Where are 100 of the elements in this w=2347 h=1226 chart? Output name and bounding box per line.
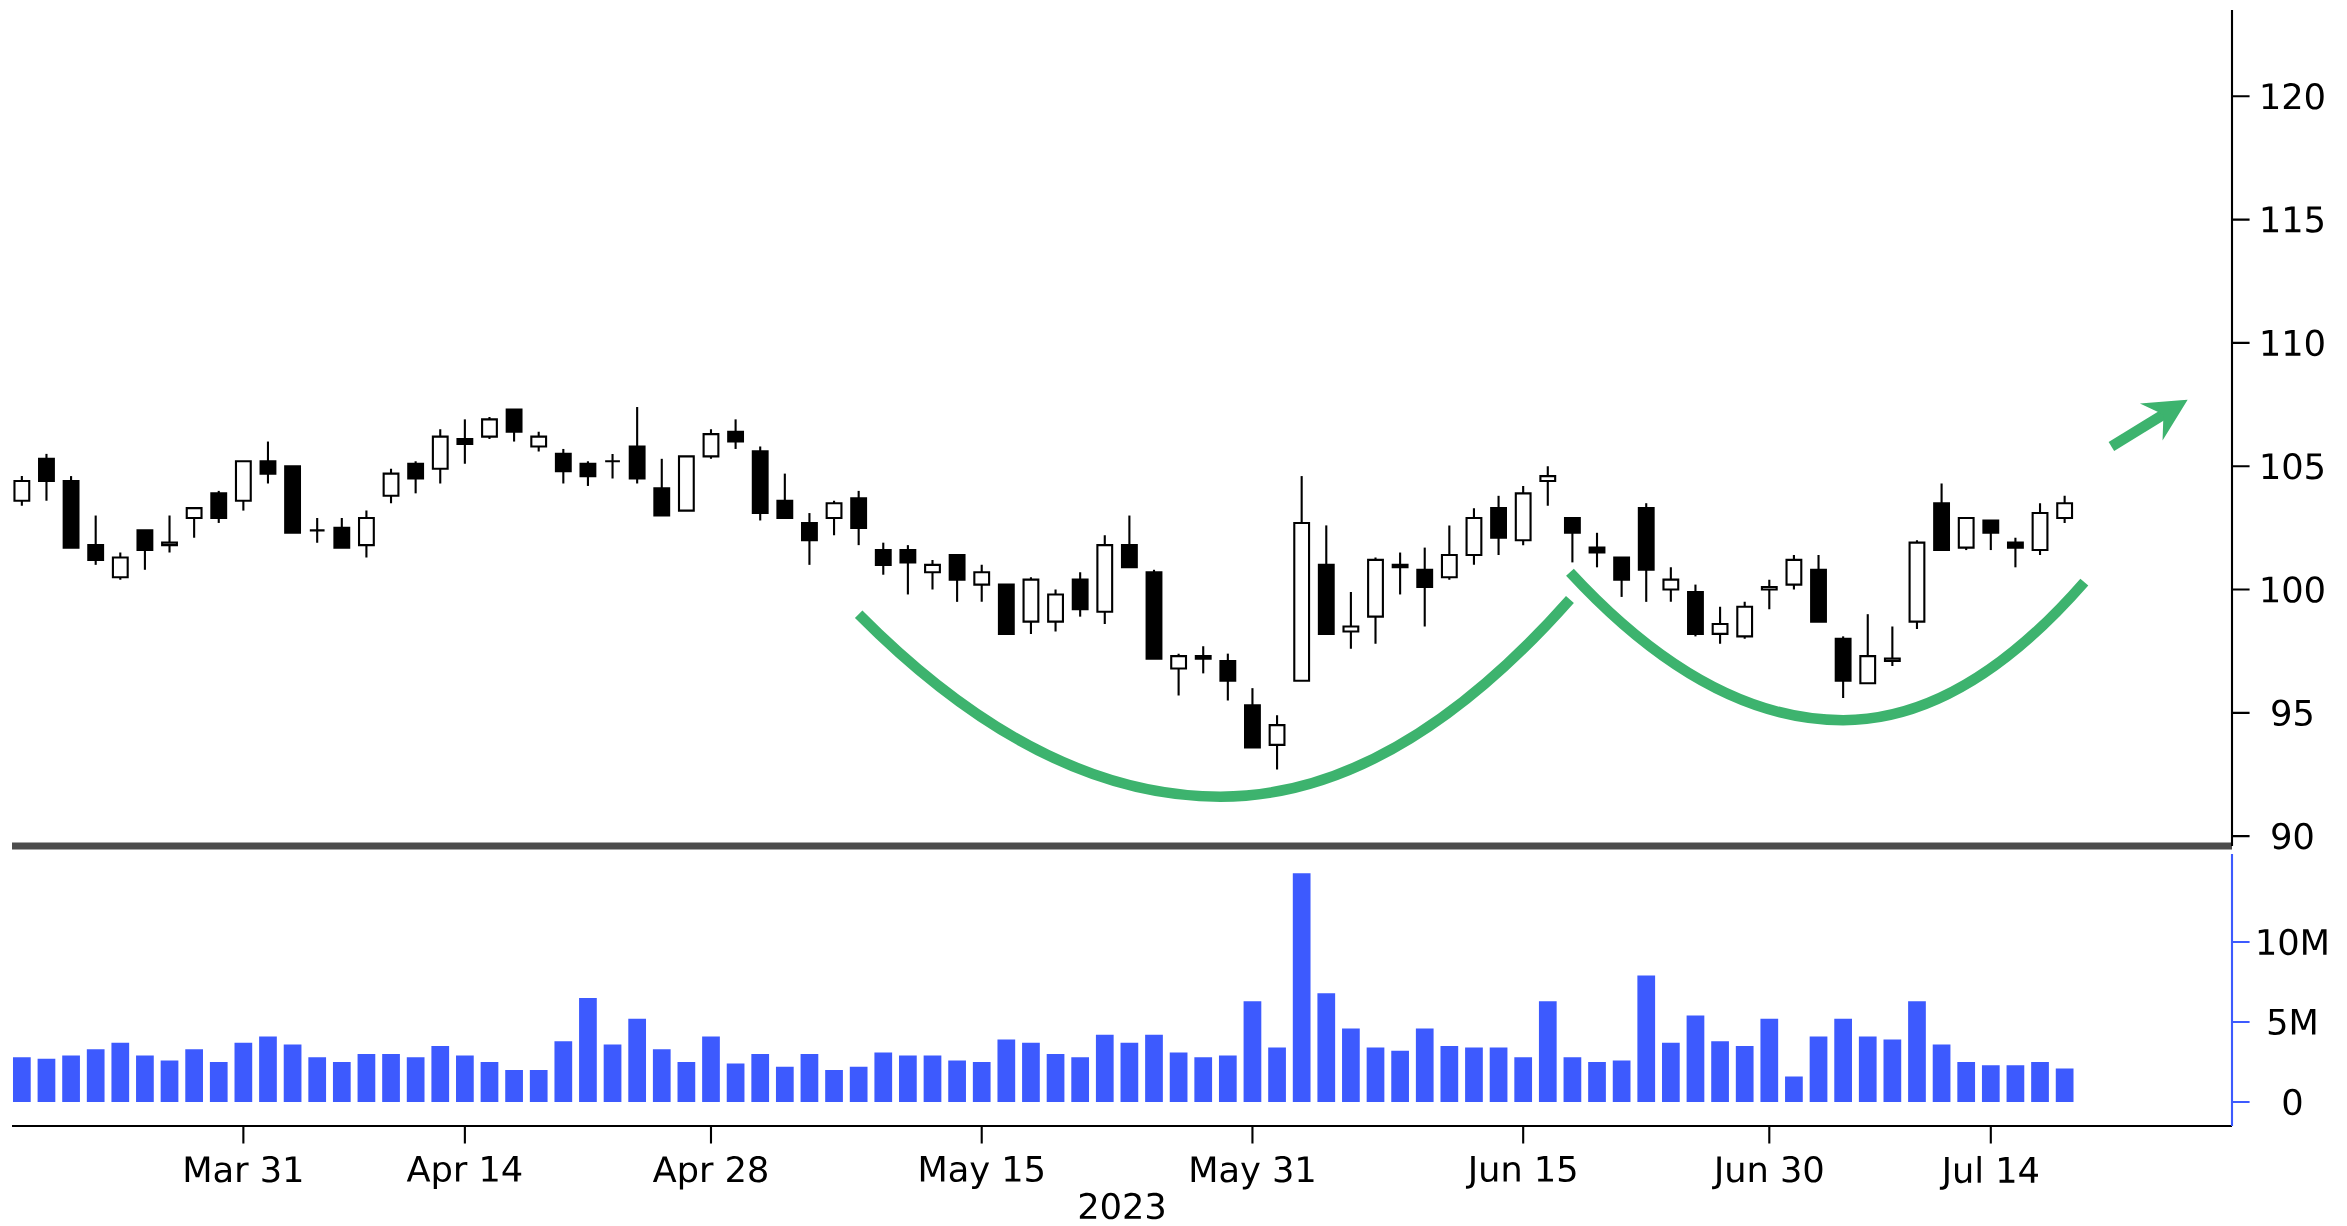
candlestick — [1120, 514, 1138, 569]
bar — [948, 1060, 966, 1102]
y-tick-label: 10M — [2258, 928, 2327, 956]
bar — [1883, 1039, 1902, 1102]
candlestick — [1982, 519, 2000, 552]
bar — [1637, 975, 1656, 1102]
candlestick — [1465, 507, 1483, 566]
bar — [923, 1055, 942, 1102]
bar — [1145, 1034, 1163, 1102]
candlestick — [776, 472, 794, 520]
bar — [1809, 1036, 1828, 1102]
bar — [111, 1042, 130, 1102]
bar — [1858, 1036, 1877, 1102]
bar — [1834, 1018, 1852, 1102]
candlestick — [604, 452, 621, 480]
candlestick — [1416, 546, 1434, 628]
candlestick — [1440, 524, 1458, 581]
candlestick — [1293, 475, 1311, 682]
bar — [209, 1062, 228, 1102]
y-tick-label: 95 — [2272, 699, 2312, 727]
candlestick — [136, 529, 154, 571]
bar — [1465, 1047, 1483, 1102]
bar — [579, 998, 597, 1102]
bar — [1022, 1042, 1040, 1102]
bar — [677, 1062, 696, 1102]
candlestick — [308, 516, 326, 544]
bar — [972, 1062, 991, 1102]
bar — [1538, 1001, 1557, 1102]
candlestick — [727, 418, 745, 451]
candlestick — [2006, 536, 2024, 569]
bar — [1711, 1041, 1729, 1102]
bar — [997, 1039, 1016, 1102]
candlestick — [407, 460, 425, 495]
bar — [332, 1062, 351, 1102]
bar — [406, 1057, 425, 1102]
y-tick-label: 5M — [2268, 1008, 2316, 1036]
bar — [283, 1044, 302, 1102]
bar — [1514, 1057, 1533, 1102]
bar — [1588, 1062, 1606, 1102]
bar — [1046, 1054, 1065, 1102]
bar — [899, 1055, 917, 1102]
y-tick-label: 90 — [2272, 822, 2313, 850]
bar — [1760, 1018, 1779, 1102]
bar — [1169, 1052, 1188, 1102]
y-tick-label: 120 — [2262, 82, 2324, 110]
candlestick — [161, 514, 178, 554]
candlestick — [1760, 578, 1778, 611]
candlestick — [1342, 590, 1360, 650]
bar — [1785, 1076, 1803, 1102]
candlestick — [899, 544, 917, 596]
candlestick — [1662, 566, 1680, 603]
bar — [259, 1036, 277, 1102]
candlestick — [1170, 652, 1188, 697]
bar — [1342, 1028, 1360, 1102]
bar — [1415, 1028, 1434, 1102]
bar — [308, 1057, 327, 1102]
candlestick — [333, 516, 351, 549]
bar — [529, 1070, 548, 1102]
candlestick — [825, 499, 843, 537]
bar — [702, 1036, 720, 1102]
bar — [185, 1049, 203, 1102]
candlestick — [874, 541, 892, 576]
bar — [849, 1066, 868, 1102]
candlestick — [1613, 556, 1631, 598]
candlestick — [1268, 714, 1286, 771]
bar — [1243, 1001, 1262, 1102]
bar — [456, 1055, 474, 1102]
bar — [1120, 1042, 1139, 1102]
bar — [480, 1062, 499, 1102]
bar — [1366, 1047, 1385, 1102]
bar — [1218, 1055, 1237, 1102]
bar — [1071, 1057, 1090, 1102]
bar — [2055, 1068, 2074, 1102]
bar — [37, 1058, 56, 1102]
bar — [628, 1018, 647, 1102]
x-tick-label: Apr 28 — [652, 1155, 767, 1190]
bar — [357, 1054, 376, 1102]
candlestick — [924, 558, 941, 591]
bar — [12, 1057, 31, 1102]
y-tick-label: 110 — [2262, 329, 2324, 357]
candlestick — [1859, 613, 1877, 685]
candlestick — [259, 440, 277, 485]
bar — [2031, 1062, 2049, 1102]
y-tick-label: 105 — [2262, 452, 2323, 480]
candlestick — [456, 418, 474, 465]
candlestick — [87, 514, 105, 566]
x-axis-title: 2023 — [1079, 1192, 1164, 1220]
bar — [1612, 1060, 1631, 1102]
candlestick — [505, 408, 523, 443]
candlestick — [1194, 645, 1212, 675]
bar — [1268, 1047, 1286, 1102]
bar — [554, 1041, 573, 1102]
bar — [800, 1054, 819, 1102]
x-tick-label: May 15 — [920, 1155, 1043, 1189]
bar — [603, 1044, 622, 1102]
candlestick — [357, 509, 375, 559]
bar — [160, 1060, 179, 1102]
bar — [1391, 1050, 1409, 1102]
bar — [1981, 1065, 2000, 1102]
candlestick — [38, 452, 55, 502]
